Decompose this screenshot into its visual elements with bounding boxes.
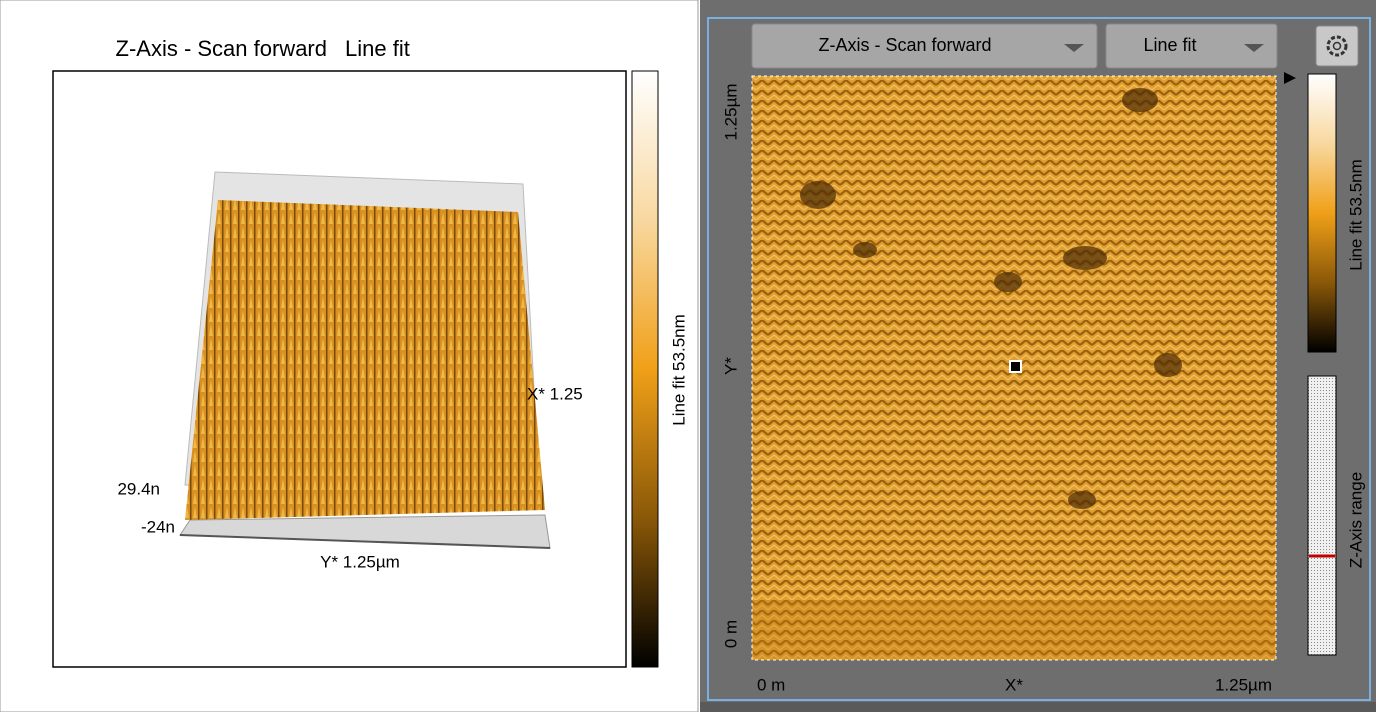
cursor-marker[interactable]	[1010, 361, 1021, 372]
y-label: 0 m	[721, 620, 740, 648]
x-label: 0 m	[757, 675, 785, 694]
x-label: X*	[1005, 675, 1023, 694]
plot-title: Z-Axis - Scan forward	[116, 36, 328, 61]
z-min-label: -24n	[141, 517, 175, 536]
filter-dropdown[interactable]: Line fit	[1106, 24, 1277, 68]
y-axis-label: Y* 1.25µm	[320, 552, 400, 571]
bottom-band	[752, 600, 1276, 660]
colorbar	[1308, 74, 1336, 352]
defect	[853, 242, 877, 258]
colorbar-label: Line fit 53.5nm	[1346, 159, 1365, 271]
colorbar	[632, 71, 658, 667]
x-label: 1.25µm	[1215, 675, 1272, 694]
channel-dropdown[interactable]: Z-Axis - Scan forward	[752, 24, 1097, 68]
screen: Z-Axis - Scan forward Line fit 29.4n -24…	[0, 0, 1376, 712]
defect	[800, 181, 836, 209]
range-slider[interactable]	[1308, 376, 1336, 655]
x-axis-label: X* 1.25	[527, 384, 583, 403]
dropdown-text[interactable]: Z-Axis - Scan forward	[818, 35, 991, 55]
defect	[1068, 491, 1096, 509]
page: Z-Axis - Scan forward Line fit 29.4n -24…	[0, 0, 1376, 712]
dropdown-text[interactable]: Line fit	[1143, 35, 1196, 55]
defect	[1154, 353, 1182, 377]
bottom-strip	[700, 702, 1376, 712]
y-label: Y*	[721, 357, 740, 375]
defect	[994, 272, 1022, 292]
z-max-label: 29.4n	[117, 479, 160, 498]
defect	[1063, 246, 1107, 270]
defect	[1122, 88, 1158, 112]
range-label: Z-Axis range	[1346, 472, 1365, 568]
settings-button[interactable]	[1316, 26, 1358, 66]
colorbar-label: Line fit 53.5nm	[669, 314, 688, 426]
plot-channel: Line fit	[345, 36, 410, 61]
button-box[interactable]	[1316, 26, 1358, 66]
y-label: 1.25µm	[721, 83, 740, 140]
surface-3d	[185, 200, 545, 520]
